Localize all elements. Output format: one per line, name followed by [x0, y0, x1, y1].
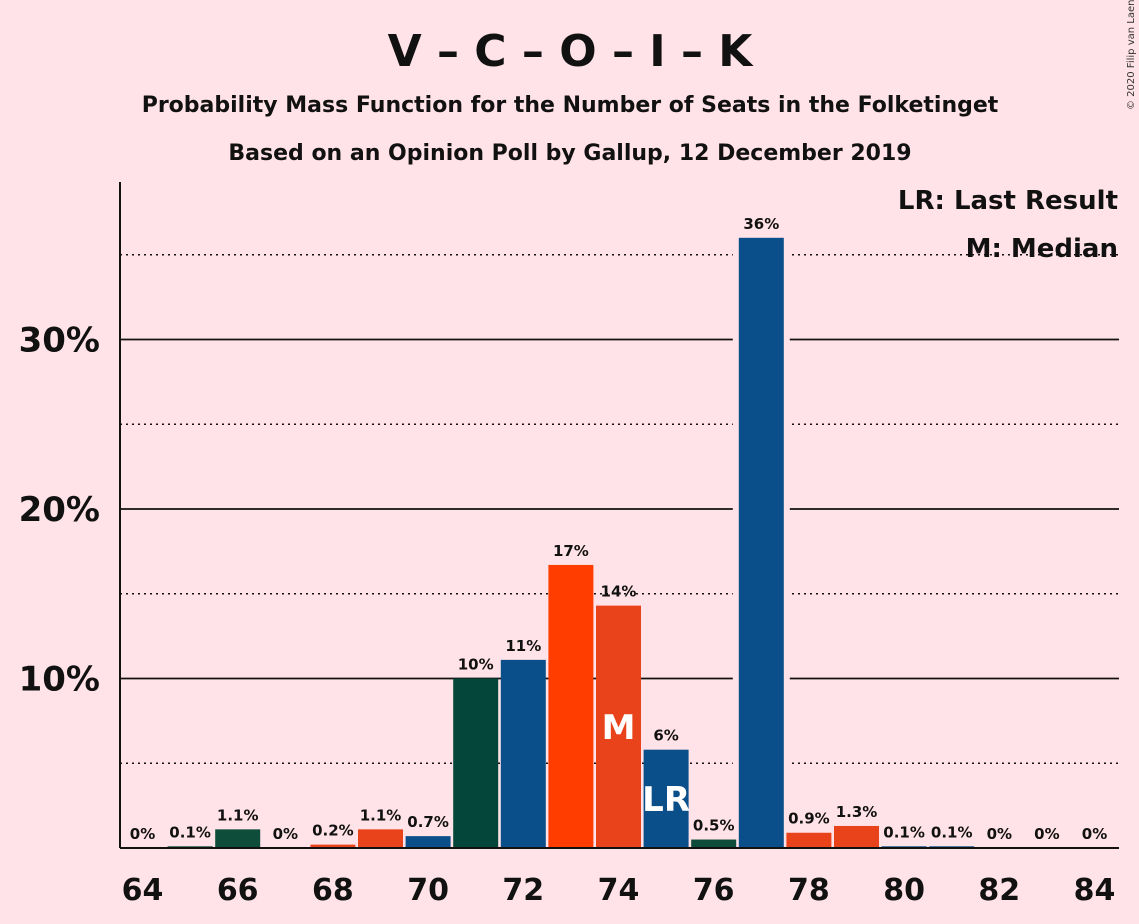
- data-label-72: 11%: [505, 637, 541, 655]
- bar-72: [500, 659, 546, 848]
- bar-79: [834, 825, 879, 848]
- data-label-67: 0%: [273, 825, 298, 843]
- data-label-82: 0%: [987, 825, 1012, 843]
- last-result-marker: LR: [642, 780, 690, 820]
- bar-77: [738, 237, 784, 849]
- x-tick-label: 80: [883, 873, 925, 908]
- data-label-75: 6%: [653, 727, 678, 745]
- median-marker: M: [602, 708, 636, 748]
- data-label-76: 0.5%: [693, 817, 735, 835]
- bars: [167, 237, 975, 849]
- y-tick-label: 10%: [19, 660, 100, 700]
- x-tick-label: 70: [407, 873, 449, 908]
- bar-75: [643, 749, 689, 848]
- chart-subtitle: Probability Mass Function for the Number…: [142, 93, 999, 118]
- x-tick-label: 82: [978, 873, 1020, 908]
- bar-70: [405, 836, 451, 848]
- data-label-70: 0.7%: [407, 813, 449, 831]
- chart-subtitle-2: Based on an Opinion Poll by Gallup, 12 D…: [228, 141, 911, 166]
- x-ticks: 64 66 68 70 72 74 76 78 80 82 84: [122, 873, 1116, 908]
- legend-last-result: LR: Last Result: [898, 186, 1118, 216]
- bar-71: [453, 678, 499, 848]
- data-label-79: 1.3%: [836, 803, 878, 821]
- bar-74: [596, 605, 641, 848]
- data-label-69: 1.1%: [360, 806, 402, 824]
- data-label-66: 1.1%: [217, 806, 259, 824]
- x-tick-label: 78: [788, 873, 830, 908]
- x-tick-label: 68: [312, 873, 354, 908]
- copyright-note: © 2020 Filip van Laenen: [1126, 0, 1137, 110]
- x-tick-label: 66: [217, 873, 259, 908]
- chart-title: V – C – O – I – K: [388, 26, 755, 77]
- bar-69: [358, 829, 403, 848]
- x-tick-label: 74: [598, 873, 640, 908]
- y-tick-label: 20%: [19, 490, 100, 530]
- data-label-68: 0.2%: [312, 822, 354, 840]
- bar-78: [786, 832, 832, 848]
- x-tick-label: 72: [502, 873, 544, 908]
- y-ticks: 10% 20% 30%: [19, 321, 100, 700]
- data-label-74: 14%: [601, 583, 637, 601]
- data-label-64: 0%: [130, 825, 155, 843]
- data-label-84: 0%: [1082, 825, 1107, 843]
- x-tick-label: 64: [122, 873, 164, 908]
- data-label-78: 0.9%: [788, 810, 830, 828]
- data-label-80: 0.1%: [883, 823, 925, 841]
- data-label-77: 36%: [743, 215, 779, 233]
- data-label-71: 10%: [458, 656, 494, 674]
- y-tick-label: 30%: [19, 321, 100, 361]
- bar-68: [310, 844, 356, 848]
- data-label-83: 0%: [1034, 825, 1059, 843]
- bar-66: [215, 829, 261, 848]
- legend-median: M: Median: [966, 234, 1118, 264]
- bar-76: [691, 839, 737, 848]
- bar-73: [548, 564, 594, 848]
- data-label-73: 17%: [553, 542, 589, 560]
- x-tick-label: 76: [693, 873, 735, 908]
- x-tick-label: 84: [1074, 873, 1116, 908]
- data-labels: 0% 0.1% 1.1% 0% 0.2% 1.1% 0.7% 10% 11% 17% 14% 6% 0.…: [130, 215, 1107, 843]
- data-label-65: 0.1%: [169, 823, 211, 841]
- data-label-81: 0.1%: [931, 823, 973, 841]
